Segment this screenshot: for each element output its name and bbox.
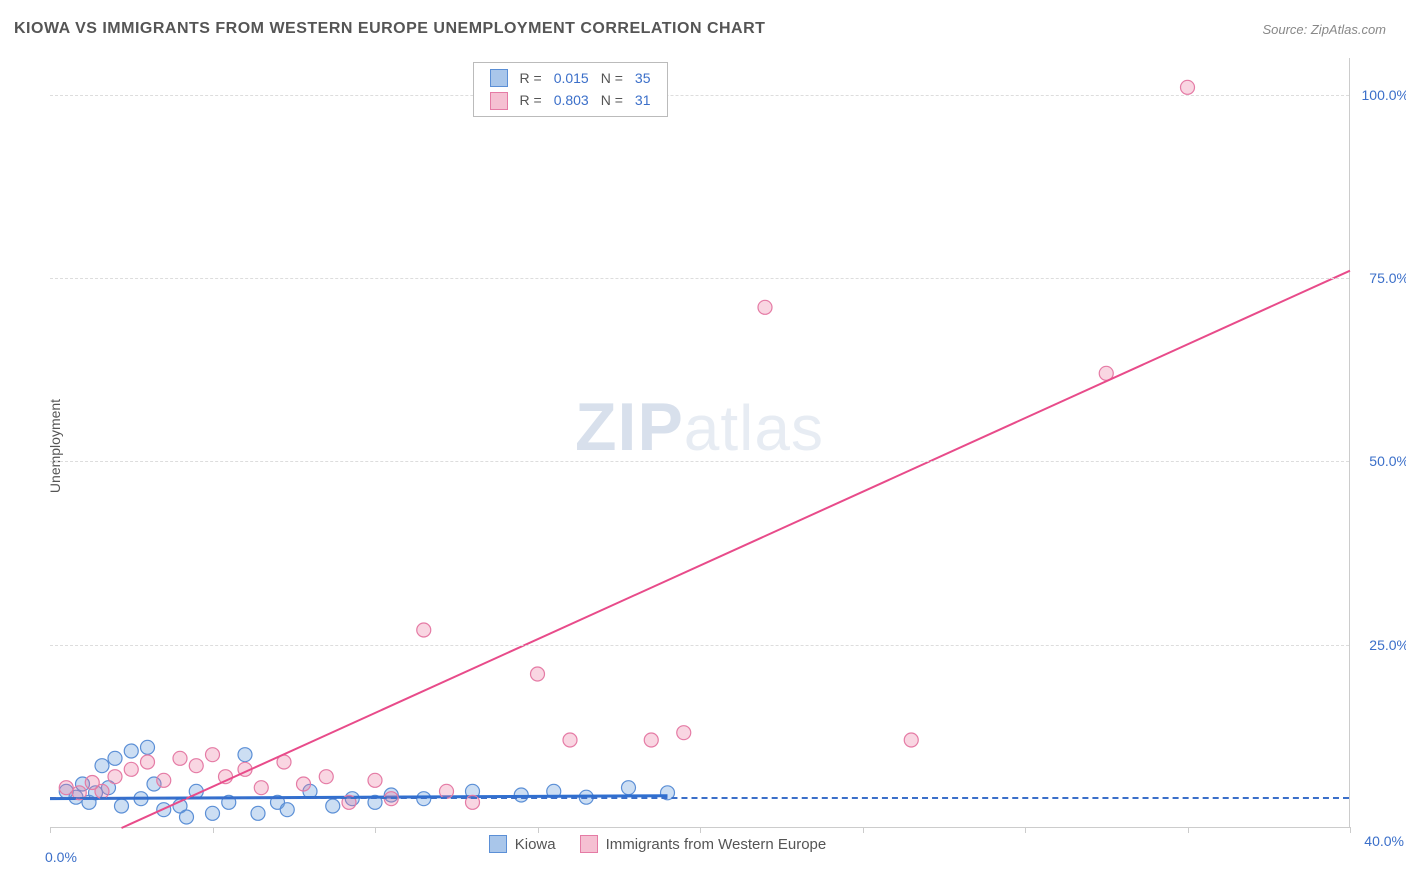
y-tick-label: 50.0% <box>1354 453 1406 469</box>
data-point <box>124 744 138 758</box>
regression-line <box>122 271 1351 828</box>
data-point <box>319 770 333 784</box>
x-tick <box>700 827 701 833</box>
x-tick-label: 40.0% <box>1364 833 1404 849</box>
legend-label: Kiowa <box>515 836 556 853</box>
gridline <box>50 95 1349 96</box>
data-point <box>677 726 691 740</box>
r-label: R = <box>514 89 548 111</box>
data-point <box>238 748 252 762</box>
x-tick <box>213 827 214 833</box>
data-point <box>157 773 171 787</box>
x-tick <box>863 827 864 833</box>
x-tick <box>375 827 376 833</box>
data-point <box>563 733 577 747</box>
data-point <box>758 300 772 314</box>
x-tick <box>1025 827 1026 833</box>
r-value: 0.015 <box>548 67 595 89</box>
r-label: R = <box>514 67 548 89</box>
gridline <box>50 645 1349 646</box>
n-value: 31 <box>629 89 657 111</box>
x-tick <box>1188 827 1189 833</box>
data-point <box>180 810 194 824</box>
data-point <box>124 762 138 776</box>
data-point <box>622 781 636 795</box>
x-tick <box>538 827 539 833</box>
gridline <box>50 278 1349 279</box>
plot-svg <box>50 58 1349 827</box>
gridline <box>50 461 1349 462</box>
data-point <box>251 806 265 820</box>
data-point <box>108 770 122 784</box>
data-point <box>368 773 382 787</box>
data-point <box>206 748 220 762</box>
x-tick-label: 0.0% <box>45 849 77 865</box>
legend-item: Kiowa <box>489 835 556 853</box>
data-point <box>206 806 220 820</box>
plot-area: ZIPatlas 25.0%50.0%75.0%100.0%0.0%40.0% … <box>50 58 1350 828</box>
legend-item: Immigrants from Western Europe <box>580 835 827 853</box>
data-point <box>141 740 155 754</box>
chart-title: KIOWA VS IMMIGRANTS FROM WESTERN EUROPE … <box>14 20 765 38</box>
chart-container: KIOWA VS IMMIGRANTS FROM WESTERN EUROPE … <box>0 0 1406 892</box>
data-point <box>417 623 431 637</box>
legend-swatch <box>490 92 508 110</box>
y-tick-label: 75.0% <box>1354 270 1406 286</box>
series-legend: Kiowa Immigrants from Western Europe <box>489 835 827 853</box>
data-point <box>644 733 658 747</box>
y-tick-label: 100.0% <box>1354 87 1406 103</box>
legend-label: Immigrants from Western Europe <box>606 836 827 853</box>
r-value: 0.803 <box>548 89 595 111</box>
data-point <box>1181 80 1195 94</box>
n-value: 35 <box>629 67 657 89</box>
x-tick <box>1350 827 1351 833</box>
data-point <box>531 667 545 681</box>
data-point <box>280 803 294 817</box>
data-point <box>189 759 203 773</box>
data-point <box>141 755 155 769</box>
y-tick-label: 25.0% <box>1354 637 1406 653</box>
legend-swatch <box>490 69 508 87</box>
legend-swatch <box>580 835 598 853</box>
x-tick <box>50 827 51 833</box>
data-point <box>108 751 122 765</box>
data-point <box>297 777 311 791</box>
baseline <box>50 797 1349 799</box>
data-point <box>115 799 129 813</box>
correlation-legend: R = 0.015 N = 35 R = 0.803 N = 31 <box>473 62 668 117</box>
data-point <box>95 759 109 773</box>
data-point <box>254 781 268 795</box>
data-point <box>904 733 918 747</box>
data-point <box>173 751 187 765</box>
n-label: N = <box>595 67 629 89</box>
data-point <box>59 781 73 795</box>
data-point <box>326 799 340 813</box>
legend-swatch <box>489 835 507 853</box>
n-label: N = <box>595 89 629 111</box>
source-attribution: Source: ZipAtlas.com <box>1262 22 1386 37</box>
